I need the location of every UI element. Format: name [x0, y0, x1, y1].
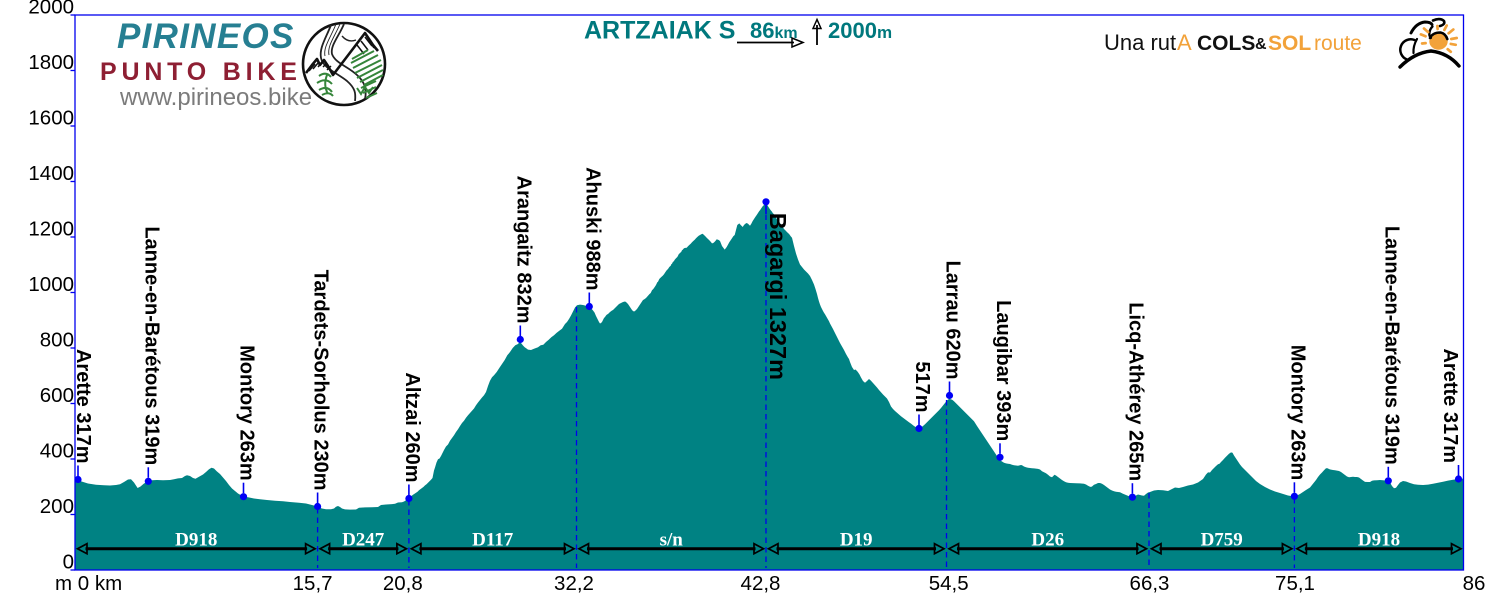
svg-text:route: route: [1314, 32, 1362, 55]
svg-text:D759: D759: [1201, 530, 1243, 551]
svg-text:66,3: 66,3: [1130, 572, 1170, 595]
svg-text:ARTZAIAK S: ARTZAIAK S: [584, 17, 735, 45]
svg-text:517m: 517m: [911, 361, 933, 412]
svg-text:800: 800: [40, 329, 74, 352]
svg-text:PUNTO BIKE: PUNTO BIKE: [100, 58, 302, 86]
svg-text:COLS: COLS: [1197, 32, 1255, 55]
svg-text:&: &: [1255, 36, 1267, 53]
svg-text:D247: D247: [342, 530, 385, 551]
svg-text:D117: D117: [472, 530, 514, 551]
svg-text:75,1: 75,1: [1275, 572, 1315, 595]
svg-text:Lanne-en-Barétous 319m: Lanne-en-Barétous 319m: [1380, 226, 1402, 465]
svg-text:Tardets-Sorholus 230m: Tardets-Sorholus 230m: [310, 270, 332, 491]
svg-text:1600: 1600: [28, 107, 74, 130]
svg-text:2000m: 2000m: [828, 18, 892, 43]
svg-text:1000: 1000: [28, 273, 74, 296]
svg-text:A: A: [1177, 30, 1192, 55]
svg-text:86km: 86km: [750, 18, 798, 43]
svg-text:54,5: 54,5: [929, 572, 969, 595]
svg-text:42,8: 42,8: [741, 572, 781, 595]
svg-text:s/n: s/n: [660, 530, 684, 551]
svg-text:Larrau 620m: Larrau 620m: [942, 261, 964, 380]
svg-text:Altzai 260m: Altzai 260m: [401, 372, 423, 482]
svg-text:20,8: 20,8: [383, 572, 423, 595]
svg-text:Una rut: Una rut: [1104, 30, 1176, 55]
svg-text:1800: 1800: [28, 51, 74, 74]
svg-text:1200: 1200: [28, 218, 74, 241]
svg-text:Arette 317m: Arette 317m: [1439, 348, 1461, 463]
svg-text:D918: D918: [1358, 530, 1400, 551]
svg-text:Licq-Athérey 265m: Licq-Athérey 265m: [1124, 302, 1146, 481]
svg-text:0: 0: [63, 551, 74, 574]
svg-text:Bagargi 1327m: Bagargi 1327m: [765, 213, 791, 380]
svg-text:D19: D19: [840, 530, 873, 551]
svg-text:D26: D26: [1031, 530, 1064, 551]
svg-text:PIRINEOS: PIRINEOS: [117, 17, 295, 56]
svg-text:Montory 263m: Montory 263m: [1286, 345, 1308, 481]
svg-text:Montory 263m: Montory 263m: [236, 345, 258, 481]
svg-text:Lanne-en-Barétous 319m: Lanne-en-Barétous 319m: [140, 226, 162, 465]
svg-text:400: 400: [40, 440, 74, 463]
svg-text:200: 200: [40, 495, 74, 518]
svg-text:86: 86: [1463, 572, 1486, 595]
svg-text:1400: 1400: [28, 162, 74, 185]
svg-text:D918: D918: [175, 530, 217, 551]
svg-text:Ahuski 988m: Ahuski 988m: [581, 167, 603, 290]
svg-text:SOL: SOL: [1268, 32, 1311, 55]
svg-text:2000: 2000: [28, 0, 74, 19]
svg-text:32,2: 32,2: [554, 572, 594, 595]
svg-text:Arangaitz 832m: Arangaitz 832m: [512, 176, 534, 324]
svg-text:600: 600: [40, 384, 74, 407]
svg-text:Laugibar 393m: Laugibar 393m: [992, 300, 1014, 441]
svg-text:15,7: 15,7: [293, 572, 333, 595]
svg-text:m 0 km: m 0 km: [55, 572, 122, 595]
svg-text:www.pirineos.bike: www.pirineos.bike: [119, 84, 312, 111]
svg-text:Arette 317m: Arette 317m: [72, 349, 94, 464]
